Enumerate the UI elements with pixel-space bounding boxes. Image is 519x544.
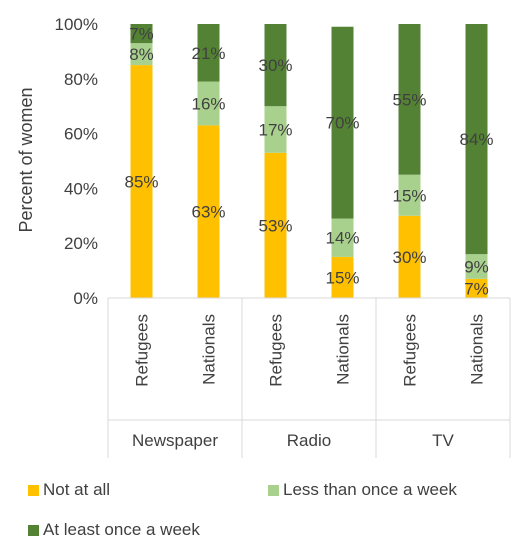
data-label: 55% [392,90,426,109]
y-tick-label: 0% [73,289,98,308]
x-category-label: Nationals [468,314,487,385]
legend-item-less-than-once-a-week: Less than once a week [268,480,457,500]
legend-swatch [28,484,39,496]
bar-segment [264,152,287,298]
bar-segment [331,26,354,219]
data-label: 30% [258,56,292,75]
x-category-label: Nationals [200,314,219,385]
bar-segment [398,215,421,298]
bar-segment [197,24,220,82]
data-label: 84% [459,130,493,149]
legend-label: Less than once a week [283,480,457,499]
bars: 85%8%7%63%16%21%53%17%30%15%14%70%30%15%… [124,24,494,298]
bar-segment [465,24,488,255]
data-label: 15% [392,186,426,205]
x-category-label: Refugees [267,314,286,387]
y-axis-ticks: 0% 20% 40% 60% 80% 100% [55,15,98,308]
data-label: 63% [191,203,225,222]
bar-segment [264,106,287,153]
bar-segment [331,256,354,298]
data-label: 8% [129,45,154,64]
x-category-label: Refugees [401,314,420,387]
x-group-label: TV [432,431,454,450]
x-category-label: Refugees [133,314,152,387]
stacked-bar-chart: Percent of women 0% 20% 40% 60% 80% 100% 85% 8… [16,15,511,458]
data-label: 30% [392,248,426,267]
bar-segment [197,125,220,298]
y-tick-label: 100% [55,15,98,34]
bar-segment [331,218,354,257]
x-axis-labels: Refugees Nationals Newspaper Refugees Nation… [132,314,487,450]
data-label: 85% [124,173,158,192]
bar-segment [398,24,421,175]
bar-segment [465,278,488,298]
data-label: 14% [325,229,359,248]
data-label: 17% [258,120,292,139]
data-label: 7% [129,25,154,44]
y-tick-label: 80% [64,70,98,89]
legend-label: At least once a week [43,520,200,539]
data-label: 21% [191,44,225,63]
legend-swatch [28,524,39,536]
y-tick-label: 20% [64,234,98,253]
bar-segment [197,81,220,126]
bar-segment [264,24,287,107]
legend-item-not-at-all: Not at all [28,480,110,500]
bar-segment [130,24,153,44]
legend-swatch [268,484,279,496]
axes [107,297,511,458]
bar-segment [130,65,153,298]
x-group-label: Radio [287,431,331,450]
data-label: 7% [464,279,489,298]
legend-label: Not at all [43,480,111,499]
data-label: 9% [464,257,489,276]
data-label: 15% [325,268,359,287]
data-label: 70% [325,114,359,133]
data-label: 16% [191,94,225,113]
y-tick-label: 60% [64,125,98,144]
data-label: 53% [258,216,292,235]
x-group-label: Newspaper [132,431,218,450]
y-axis-title: Percent of women [16,87,36,232]
legend-item-at-least-once-a-week: At least once a week [28,520,200,540]
y-tick-label: 40% [64,179,98,198]
bar-segment [398,174,421,216]
bar-segment [130,43,153,66]
x-category-label: Nationals [334,314,353,385]
bar-segment [465,254,488,279]
